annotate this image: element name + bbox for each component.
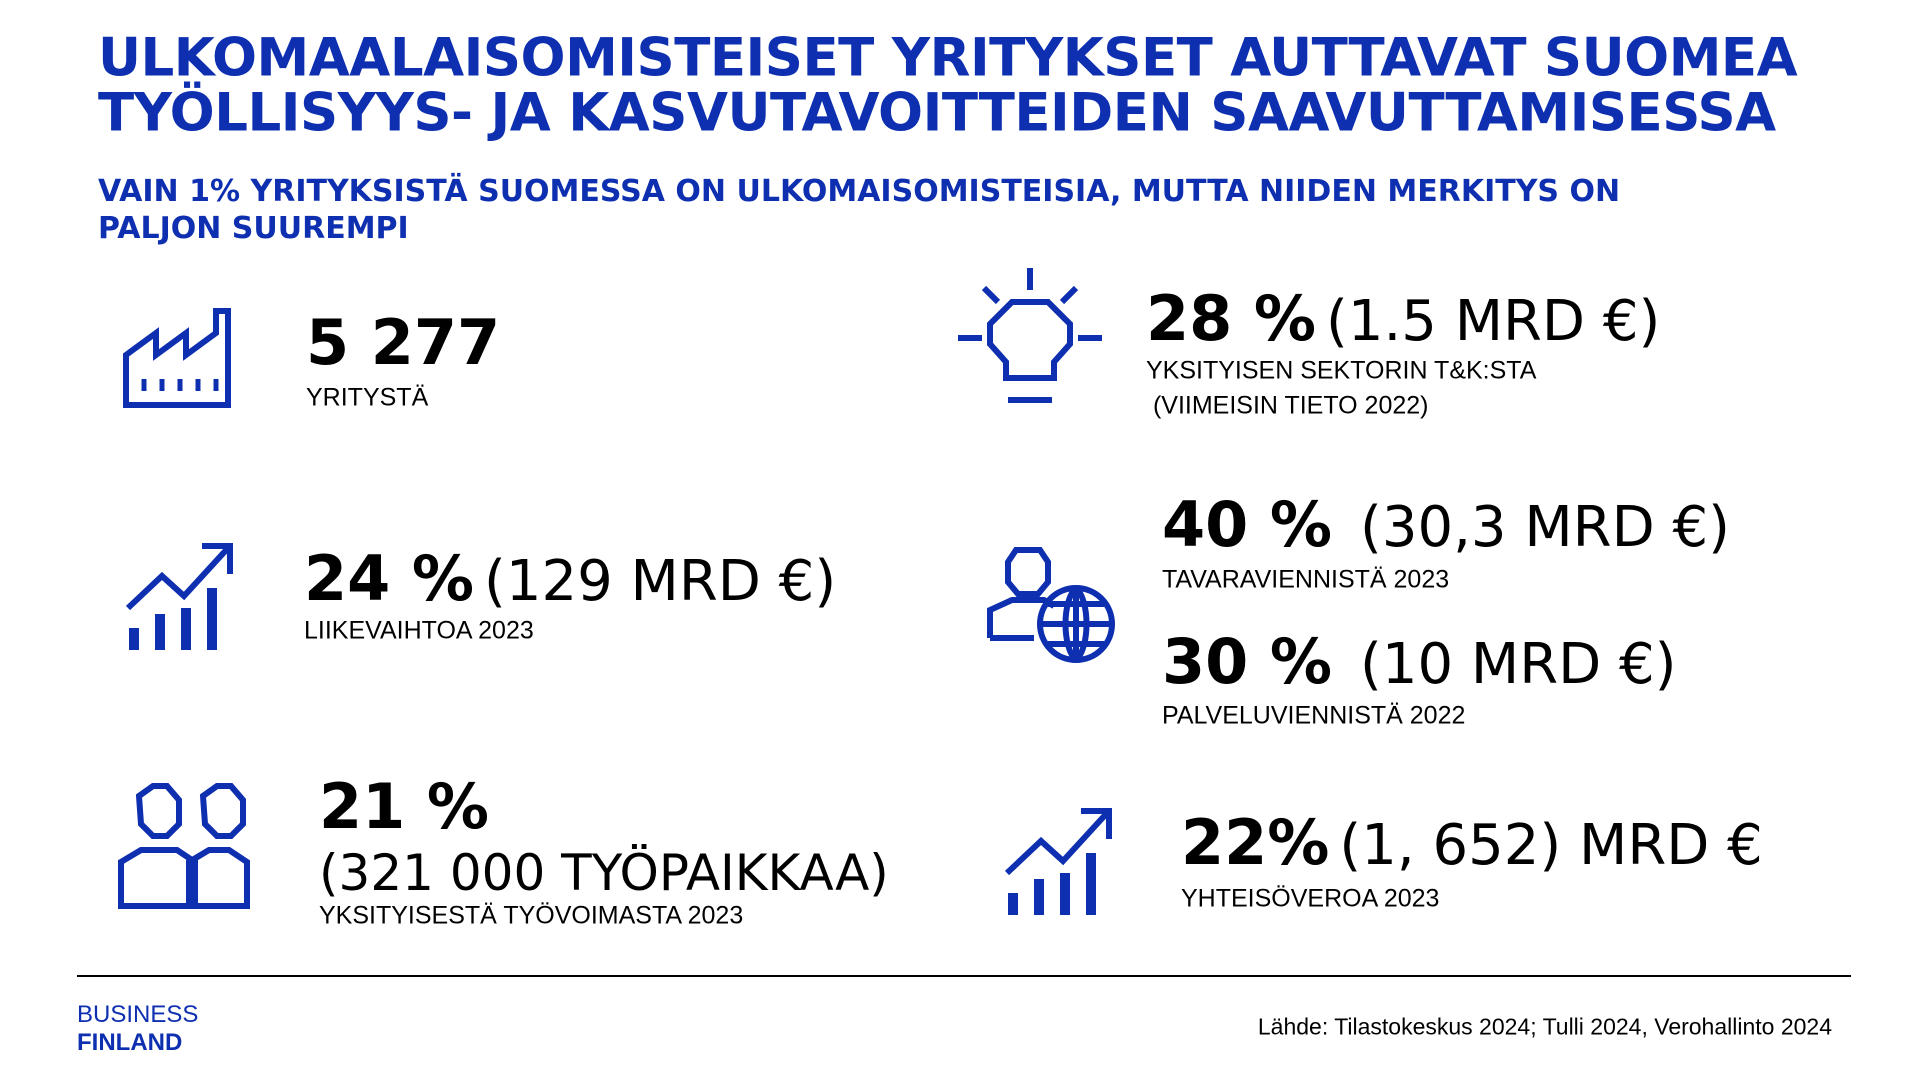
subtitle: PALJON SUUREMPI [98,211,409,246]
stat-detail: (321 000 TYÖPAIKKAA) [319,844,889,902]
stat-row: 24 % (129 MRD €) [304,548,836,610]
stat-label: PALVELUVIENNISTÄ 2022 [1162,701,1466,730]
stat-label: LIIKEVAIHTOA 2023 [304,616,534,645]
stat-value: 40 % [1162,488,1332,561]
stat-detail: (10 MRD €) [1360,632,1677,697]
stat-row: 40 % (30,3 MRD €) [1162,494,1730,556]
divider [77,975,1851,977]
factory-icon [123,308,231,408]
logo: BUSINESS [77,1001,199,1028]
stat-label: YKSITYISEN SEKTORIN T&K:STA [1146,356,1537,385]
stat-row: 22% (1, 652) MRD € [1181,812,1763,874]
stat-value: 30 % [1162,625,1332,698]
stat-label: YRITYSTÄ [306,383,429,412]
title: TYÖLLISYYS- JA KASVUTAVOITTEIDEN SAAVUTT… [98,82,1776,144]
stat-label: YHTEISÖVEROA 2023 [1181,884,1440,913]
subtitle: VAIN 1% YRITYKSISTÄ SUOMESSA ON ULKOMAIS… [98,174,1621,209]
export-icon [987,547,1115,663]
stat-label: YKSITYISESTÄ TYÖVOIMASTA 2023 [319,901,744,930]
stat-row: 30 % (10 MRD €) [1162,631,1677,693]
stat-detail: (30,3 MRD €) [1360,495,1730,560]
stat-value: 21 % [319,770,489,843]
stat-value: 5 277 [306,306,501,379]
stat-row: 28 % (1.5 MRD €) [1146,288,1660,350]
people-icon [118,783,250,909]
stat-label: (VIIMEISIN TIETO 2022) [1146,391,1429,420]
title: ULKOMAALAISOMISTEISET YRITYKSET AUTTAVAT… [98,27,1798,89]
stat-detail: (1.5 MRD €) [1326,289,1661,354]
stat-value: 28 % [1146,282,1316,355]
stat-value: 22% [1181,806,1330,879]
stat-label: TAVARAVIENNISTÄ 2023 [1162,565,1450,594]
lightbulb-icon [958,268,1102,403]
logo: FINLAND [77,1029,183,1056]
stat-detail: (1, 652) MRD € [1339,813,1763,878]
source: Lähde: Tilastokeskus 2024; Tulli 2024, V… [1257,1013,1832,1040]
stat-value: 24 % [304,542,474,615]
growth-icon [125,543,233,650]
growth-icon [1004,808,1112,915]
stat-detail: (129 MRD €) [484,549,837,614]
